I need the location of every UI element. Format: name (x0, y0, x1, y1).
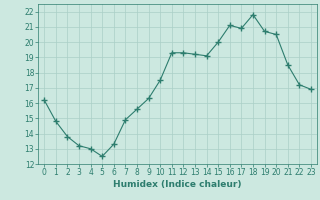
X-axis label: Humidex (Indice chaleur): Humidex (Indice chaleur) (113, 180, 242, 189)
